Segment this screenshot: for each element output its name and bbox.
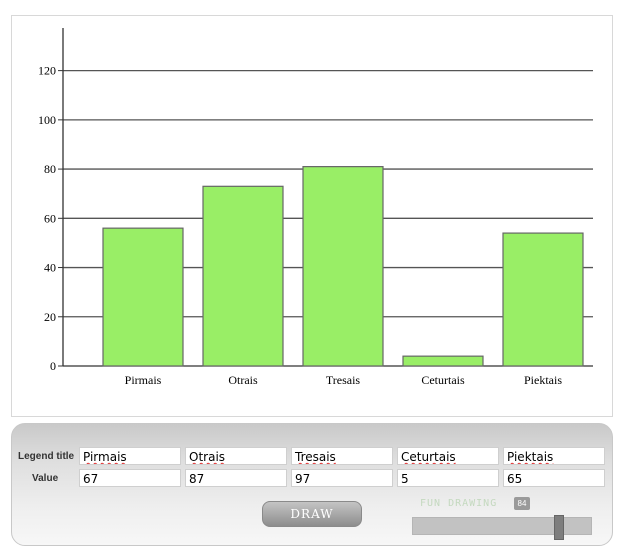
value-input-4[interactable]: 5: [397, 469, 499, 487]
legend-input-4[interactable]: Ceturtais: [397, 447, 499, 465]
value-input-1[interactable]: 67: [79, 469, 181, 487]
y-tick-label: 0: [50, 359, 56, 373]
x-tick-label: Piektais: [524, 373, 562, 387]
legend-input-4-text: Ceturtais: [401, 450, 456, 464]
value-input-2[interactable]: 87: [185, 469, 287, 487]
x-tick-label: Tresais: [326, 373, 361, 387]
bar-otrais: [202, 185, 284, 367]
legend-input-1-text: Pirmais: [83, 450, 127, 464]
legend-input-2[interactable]: Otrais: [185, 447, 287, 465]
legend-input-3-text: Tresais: [295, 450, 336, 464]
legend-input-5[interactable]: Piektais: [503, 447, 605, 465]
bar-pirmais: [102, 227, 184, 367]
chart-panel: 0 20 40 60 80 100 120 Pirmais Otrais Tresais Cetur…: [11, 15, 613, 417]
y-tick-label: 20: [44, 310, 56, 324]
fun-drawing-slider[interactable]: [412, 515, 592, 540]
y-tick-label: 80: [44, 162, 56, 176]
bar-ceturtais: [402, 355, 484, 367]
y-tick-label: 120: [38, 64, 56, 78]
bar-tresais: [302, 166, 384, 367]
value-label: Value: [32, 473, 59, 484]
value-input-3[interactable]: 97: [291, 469, 393, 487]
draw-button[interactable]: DRAW: [262, 501, 362, 527]
bar-piektais: [502, 232, 584, 367]
fun-drawing-value: 84: [514, 497, 530, 510]
legend-input-1[interactable]: Pirmais: [79, 447, 181, 465]
legend-input-5-text: Piektais: [507, 450, 554, 464]
y-tick-label: 100: [38, 113, 56, 127]
fun-drawing-label: FUN DRAWING: [420, 498, 498, 509]
x-tick-label: Otrais: [228, 373, 258, 387]
legend-input-3[interactable]: Tresais: [291, 447, 393, 465]
x-tick-label: Ceturtais: [421, 373, 465, 387]
value-input-5[interactable]: 65: [503, 469, 605, 487]
legend-title-label: Legend title: [18, 451, 75, 462]
y-tick-label: 60: [44, 211, 56, 225]
y-tick-label: 40: [44, 261, 56, 275]
fun-drawing-slider-thumb[interactable]: [554, 515, 564, 540]
control-panel: Legend title Value Pirmais Otrais Tresai…: [11, 423, 613, 546]
bar-chart: 0 20 40 60 80 100 120 Pirmais Otrais Tresais Cetur…: [38, 28, 593, 387]
legend-input-2-text: Otrais: [189, 450, 226, 464]
x-tick-label: Pirmais: [125, 373, 162, 387]
